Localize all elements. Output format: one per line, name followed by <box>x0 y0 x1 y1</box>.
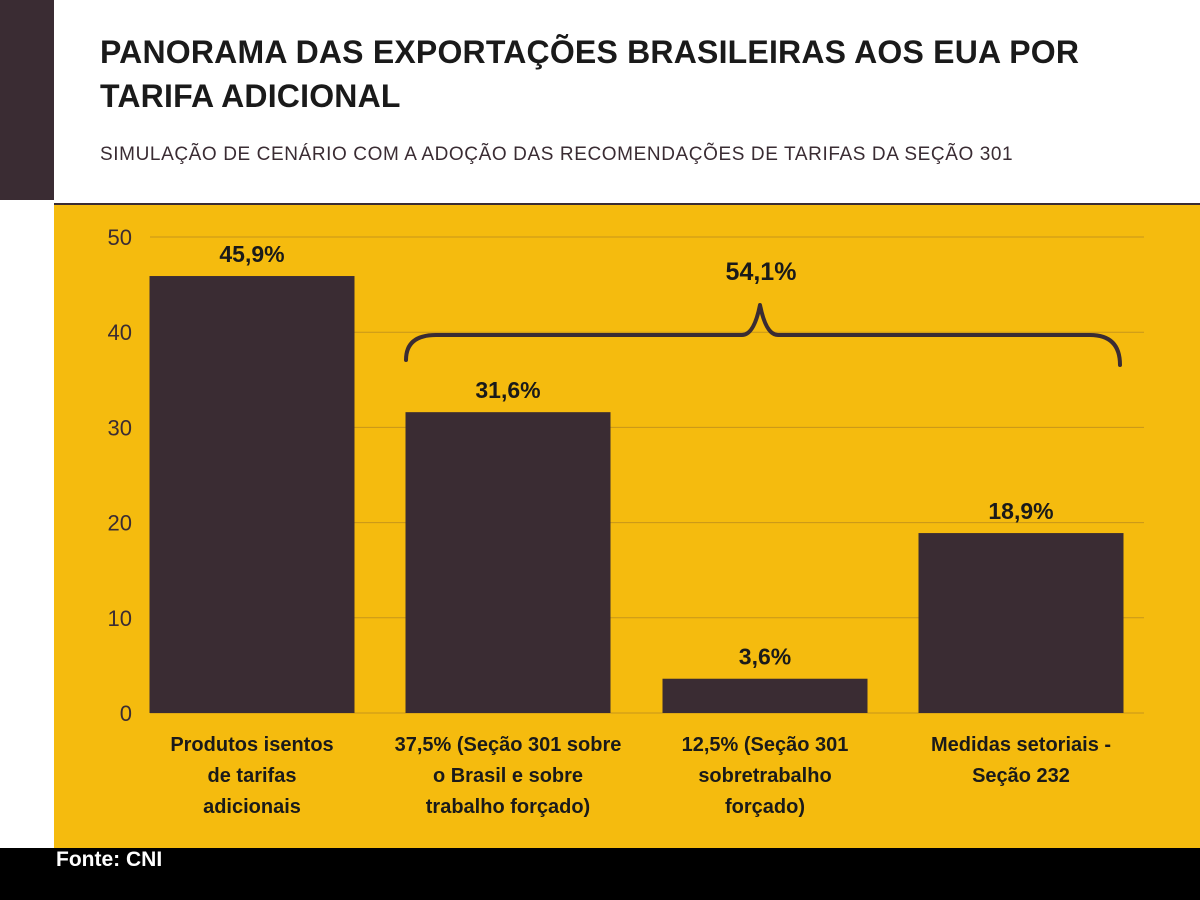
data-label: 45,9% <box>219 241 284 267</box>
x-tick-label: 12,5% (Seção 301 sobretrabalho forçado) <box>682 734 849 818</box>
x-tick-label-line: adicionais <box>203 796 301 818</box>
header: PANORAMA DAS EXPORTAÇÕES BRASILEIRAS AOS… <box>100 30 1180 200</box>
bar <box>149 276 355 713</box>
y-tick-label: 10 <box>108 606 132 631</box>
y-tick-label: 50 <box>108 225 132 250</box>
x-tick-label: Produtos isentos de tarifas adicionais <box>170 734 333 818</box>
x-tick-label: Medidas setoriais - Seção 232 <box>931 734 1111 787</box>
brace-annotation <box>404 303 1122 367</box>
x-tick-label-line: 12,5% (Seção 301 <box>682 734 849 756</box>
footer: Fonte: CNI <box>0 848 1200 900</box>
bar-chart: 0 10 20 30 40 50 45,9% Produtos isentos de tarif… <box>108 225 1144 818</box>
x-tick-label-line: Medidas setoriais - <box>931 734 1111 756</box>
x-tick-label-line: Seção 232 <box>972 765 1070 787</box>
chart-title: PANORAMA DAS EXPORTAÇÕES BRASILEIRAS AOS… <box>100 34 1080 114</box>
x-tick-label-line: trabalho forçado) <box>426 796 590 818</box>
x-tick-label-line: 37,5% (Seção 301 sobre <box>395 734 622 756</box>
y-tick-label: 20 <box>108 511 132 536</box>
x-tick-label-line: de tarifas <box>208 765 297 787</box>
data-label: 31,6% <box>475 377 540 403</box>
y-tick-label: 30 <box>108 415 132 440</box>
y-tick-label: 40 <box>108 320 132 345</box>
chart-subtitle: SIMULAÇÃO DE CENÁRIO COM A ADOÇÃO DAS RE… <box>100 144 1014 165</box>
source-label: Fonte: CNI <box>56 848 163 871</box>
y-tick-label: 0 <box>120 701 132 726</box>
bar <box>918 533 1124 713</box>
bar <box>405 412 611 713</box>
data-label: 18,9% <box>988 498 1053 524</box>
bar <box>662 678 868 713</box>
chart-panel: 0 10 20 30 40 50 45,9% Produtos isentos de tarif… <box>54 203 1200 848</box>
x-tick-label-line: Produtos isentos <box>170 734 333 756</box>
x-tick-label-line: sobretrabalho <box>698 765 831 787</box>
data-label: 3,6% <box>739 644 791 670</box>
left-accent-bar <box>0 0 54 200</box>
x-tick-label: 37,5% (Seção 301 sobre o Brasil e sobre tr… <box>395 734 622 818</box>
annotation-label: 54,1% <box>726 258 797 286</box>
x-tick-label-line: forçado) <box>725 796 805 818</box>
x-tick-label-line: o Brasil e sobre <box>433 765 583 787</box>
